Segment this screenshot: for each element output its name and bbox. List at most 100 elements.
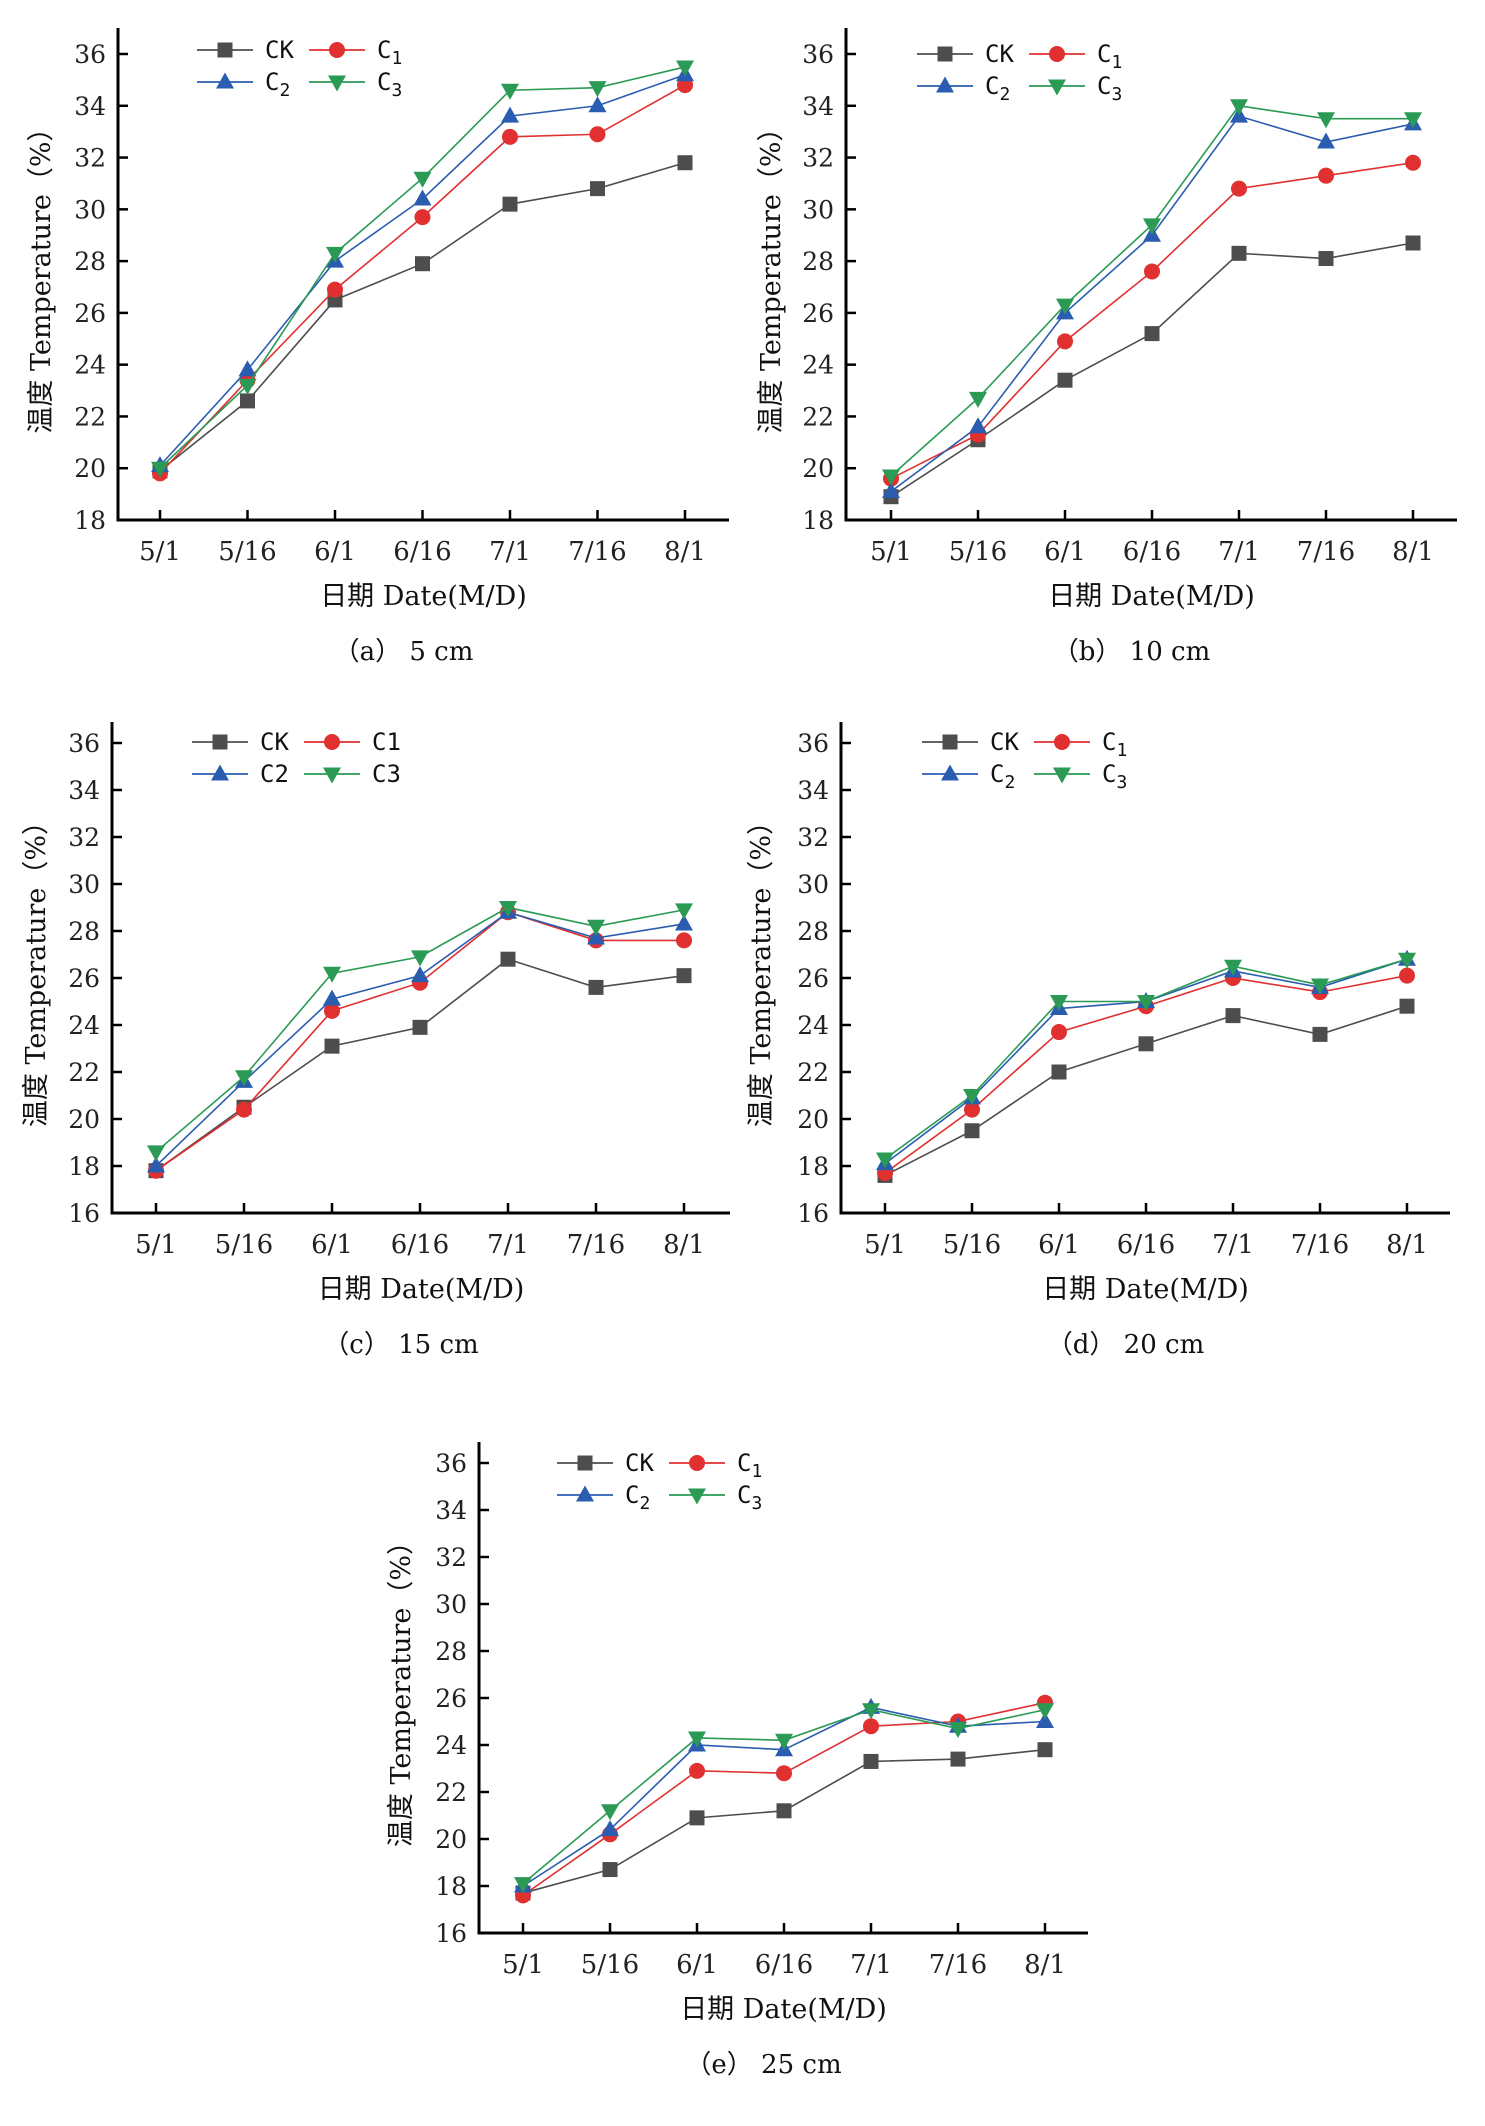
data-point-C3 [151,461,169,478]
data-point-C3 [1224,959,1242,976]
legend-marker-triangle-up [211,764,229,781]
data-point-C3 [147,1145,165,1162]
x-tick-label: 7/16 [568,537,626,567]
legend: CK C1 C2 C3 [197,36,402,101]
legend-label: CK [260,728,289,756]
series-line-C2 [155,911,685,1167]
y-tick-label: 34 [797,776,829,805]
panel-caption: （a） 5 cm [334,637,474,667]
data-point-C1 [689,1762,705,1779]
legend-label: C1 [1097,40,1122,73]
data-point-CK [412,1019,428,1035]
legend-label: C3 [377,68,402,101]
x-tick-label: 7/16 [1291,1230,1349,1260]
y-tick-label: 24 [797,1011,829,1040]
data-point-C3 [676,60,694,77]
legend-marker-circle [324,734,340,750]
data-point-C1 [676,932,692,949]
legend: CK C1 C2 C3 [557,1449,762,1514]
series-line-C3 [890,104,1413,477]
series-line-CK [155,958,685,1172]
legend-label: CK [625,1449,654,1477]
y-tick-label: 36 [435,1449,467,1478]
data-point-C1 [1051,1024,1067,1041]
y-tick-label: 28 [802,247,834,276]
y-tick-label: 26 [68,964,100,993]
x-tick-label: 6/16 [755,1950,813,1980]
y-tick-label: 32 [68,823,100,852]
legend-subscript: 3 [1111,84,1122,105]
y-tick-label: 22 [74,402,106,431]
panel-caption: （b） 10 cm [1053,637,1210,667]
legend-item-CK: CK [917,40,1014,68]
x-tick-label: 5/1 [864,1230,906,1260]
legend-marker-triangle-down [1048,79,1066,96]
data-point-CK [415,256,430,272]
y-tick-label: 32 [435,1543,467,1572]
y-tick-label: 30 [797,870,829,899]
y-tick-label: 20 [802,454,834,483]
y-tick-label: 32 [74,144,106,173]
data-point-CK [240,393,255,409]
y-tick-label: 36 [797,729,829,758]
legend-item-C2: C2 [557,1481,650,1514]
data-point-CK [950,1751,966,1767]
legend-subscript: 2 [279,80,290,101]
legend-marker-triangle-up [936,76,954,93]
x-tick-label: 5/16 [215,1230,273,1260]
y-axis-title: 温度 Temperature（%） [756,114,787,433]
x-tick-label: 7/1 [1218,537,1260,567]
data-point-C3 [876,1152,894,1169]
data-point-CK [1037,1742,1053,1758]
legend-marker-square [577,1455,593,1471]
legend-marker-circle [329,42,345,58]
data-point-CK [588,979,604,995]
panel-caption: （c） 15 cm [323,1330,478,1360]
data-point-CK [1051,1064,1067,1080]
data-point-C3 [688,1731,706,1748]
data-point-CK [602,1862,618,1878]
data-point-C3 [514,1877,532,1894]
y-tick-label: 36 [802,40,834,69]
legend-subscript: 2 [639,1493,650,1514]
legend-item-C3: C3 [1034,760,1127,793]
y-tick-label: 28 [74,247,106,276]
x-tick-label: 7/16 [1297,537,1355,567]
y-tick-label: 16 [797,1199,829,1228]
data-point-C2 [411,966,429,983]
x-tick-label: 6/1 [314,537,356,567]
y-tick-label: 30 [802,195,834,224]
data-point-CK [863,1753,879,1769]
legend-item-C1: C1 [309,36,402,69]
x-tick-label: 5/16 [581,1950,639,1980]
legend-subscript: 3 [391,80,402,101]
series-C2 [876,949,1416,1171]
data-point-C3 [862,1703,880,1720]
legend-label: C1 [1102,728,1127,761]
y-tick-label: 18 [74,506,106,535]
y-tick-label: 20 [74,454,106,483]
legend-item-CK: CK [557,1449,654,1477]
legend-item-C2: C2 [197,68,290,101]
legend-label: C3 [1097,72,1122,105]
y-tick-label: 26 [74,299,106,328]
legend-label: C3 [1102,760,1127,793]
y-tick-label: 34 [802,92,834,121]
data-point-C2 [413,189,432,206]
y-axis-title: 温度 Temperature（%） [386,1528,417,1847]
data-point-C3 [587,919,605,936]
series-C1 [152,77,693,482]
data-point-CK [1312,1026,1328,1042]
series-line-CK [159,161,686,472]
data-point-CK [1231,245,1247,261]
data-point-C2 [587,928,605,945]
x-tick-label: 6/1 [676,1950,718,1980]
data-point-C1 [502,128,518,145]
x-axis-title: 日期 Date(M/D) [1042,1274,1249,1305]
data-point-C3 [238,378,257,395]
series-line-CK [884,1005,1408,1177]
legend-label: C2 [625,1481,650,1514]
legend-label: C2 [990,760,1015,793]
data-point-CK [1225,1008,1241,1024]
